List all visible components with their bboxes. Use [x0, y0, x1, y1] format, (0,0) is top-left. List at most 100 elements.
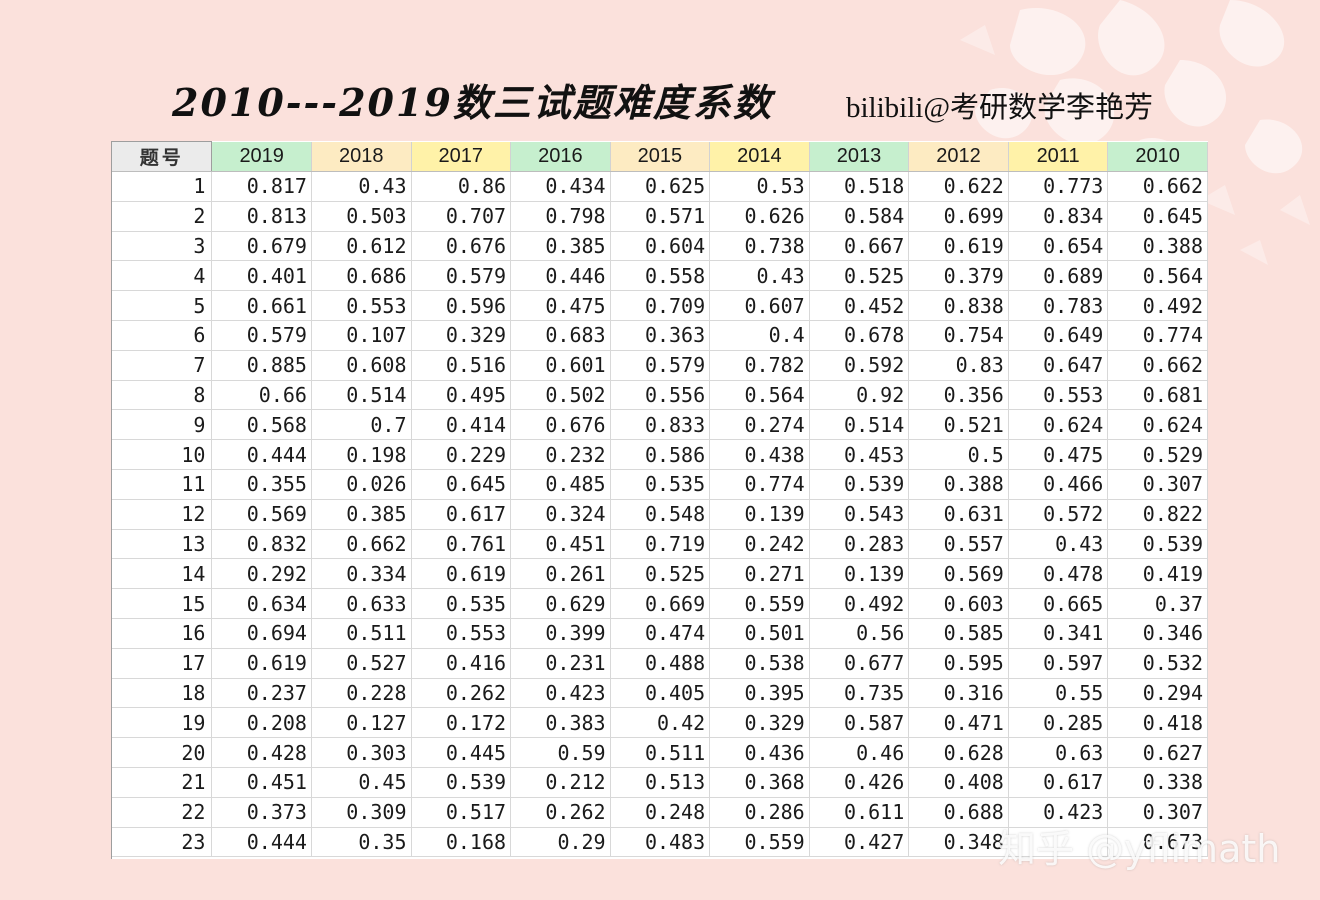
- difficulty-cell: 0.446: [510, 260, 611, 292]
- difficulty-cell: 0.686: [311, 260, 412, 292]
- difficulty-cell: 0.559: [709, 588, 810, 619]
- difficulty-cell: 0.885: [211, 350, 312, 381]
- year-header-2013: 2013: [809, 141, 910, 172]
- difficulty-cell: 0.625: [610, 171, 711, 202]
- difficulty-cell: 0.538: [709, 648, 810, 679]
- table-row: 2 0.813 0.503 0.707 0.798 0.571 0.626 0.584 0.69…: [112, 201, 1208, 232]
- difficulty-cell: 0.662: [311, 529, 412, 560]
- difficulty-cell: 0.43: [709, 260, 810, 292]
- difficulty-cell: 0.603: [908, 588, 1009, 619]
- table-row: 14 0.292 0.334 0.619 0.261 0.525 0.271 0.139 0.5…: [112, 558, 1208, 590]
- question-number: 22: [112, 797, 213, 828]
- difficulty-cell: 0.385: [510, 231, 611, 262]
- header-row: 题号 2019 2018 2017 2016 2015 2014 2013 2012 2011 2…: [112, 141, 1208, 172]
- difficulty-cell: 0.55: [1008, 678, 1109, 709]
- difficulty-cell: 0.822: [1107, 499, 1208, 530]
- difficulty-cell: 0.242: [709, 529, 810, 560]
- table-row: 16 0.694 0.511 0.553 0.399 0.474 0.501 0.56 0.58…: [112, 618, 1208, 649]
- difficulty-cell: 0.86: [411, 171, 512, 202]
- difficulty-cell: 0.208: [211, 707, 312, 739]
- question-number: 2: [112, 201, 213, 232]
- difficulty-cell: 0.92: [809, 380, 910, 411]
- difficulty-cell: 0.553: [1008, 380, 1109, 411]
- difficulty-cell: 0.414: [411, 409, 512, 441]
- difficulty-cell: 0.619: [211, 648, 312, 679]
- difficulty-cell: 0.517: [411, 797, 512, 828]
- difficulty-cell: 0.676: [411, 231, 512, 262]
- difficulty-cell: 0.466: [1008, 469, 1109, 500]
- difficulty-cell: 0.774: [709, 469, 810, 500]
- question-number: 1: [112, 171, 213, 202]
- difficulty-cell: 0.373: [211, 797, 312, 828]
- difficulty-cell: 0.662: [1107, 350, 1208, 381]
- question-number: 20: [112, 737, 213, 768]
- table-row: 22 0.373 0.309 0.517 0.262 0.248 0.286 0.611 0.6…: [112, 797, 1208, 828]
- difficulty-cell: 0.681: [1107, 380, 1208, 411]
- difficulty-cell: 0.738: [709, 231, 810, 262]
- difficulty-cell: 0.307: [1107, 469, 1208, 500]
- difficulty-cell: 0.595: [908, 648, 1009, 679]
- difficulty-cell: 0.262: [411, 678, 512, 709]
- difficulty-cell: 0.838: [908, 290, 1009, 321]
- difficulty-cell: 0.474: [610, 618, 711, 649]
- difficulty-cell: 0.379: [908, 260, 1009, 292]
- difficulty-cell: 0.59: [510, 737, 611, 768]
- difficulty-cell: 0.596: [411, 290, 512, 321]
- difficulty-cell: 0.438: [709, 439, 810, 470]
- difficulty-cell: 0.774: [1107, 320, 1208, 351]
- difficulty-cell: 0.444: [211, 439, 312, 470]
- table-body: 1 0.817 0.43 0.86 0.434 0.625 0.53 0.518 0.622 0.…: [112, 171, 1208, 858]
- difficulty-cell: 0.56: [809, 618, 910, 649]
- difficulty-cell: 0.665: [1008, 588, 1109, 619]
- difficulty-cell: 0.338: [1107, 767, 1208, 798]
- difficulty-cell: 0.629: [510, 588, 611, 619]
- difficulty-cell: 0.539: [809, 469, 910, 500]
- question-number: 8: [112, 380, 213, 411]
- difficulty-cell: 0.634: [211, 588, 312, 619]
- difficulty-cell: 0.495: [411, 380, 512, 411]
- difficulty-cell: 0.139: [709, 499, 810, 530]
- question-number: 14: [112, 558, 213, 590]
- difficulty-cell: 0.601: [510, 350, 611, 381]
- difficulty-cell: 0.127: [311, 707, 412, 739]
- difficulty-cell: 0.324: [510, 499, 611, 530]
- difficulty-cell: 0.586: [610, 439, 711, 470]
- difficulty-cell: 0.283: [809, 529, 910, 560]
- table-row: 4 0.401 0.686 0.579 0.446 0.558 0.43 0.525 0.379…: [112, 260, 1208, 292]
- difficulty-cell: 0.689: [1008, 260, 1109, 292]
- table-row: 12 0.569 0.385 0.617 0.324 0.548 0.139 0.543 0.6…: [112, 499, 1208, 530]
- difficulty-cell: 0.341: [1008, 618, 1109, 649]
- difficulty-cell: 0.707: [411, 201, 512, 232]
- difficulty-cell: 0.401: [211, 260, 312, 292]
- difficulty-cell: 0.292: [211, 558, 312, 590]
- difficulty-cell: 0.445: [411, 737, 512, 768]
- table-row: 18 0.237 0.228 0.262 0.423 0.405 0.395 0.735 0.3…: [112, 678, 1208, 709]
- difficulty-cell: 0.66: [211, 380, 312, 411]
- question-number: 6: [112, 320, 213, 351]
- difficulty-cell: 0.535: [610, 469, 711, 500]
- difficulty-cell: 0.521: [908, 409, 1009, 441]
- table-row: 13 0.832 0.662 0.761 0.451 0.719 0.242 0.283 0.5…: [112, 529, 1208, 560]
- difficulty-cell: 0.585: [908, 618, 1009, 649]
- difficulty-cell: 0.43: [311, 171, 412, 202]
- difficulty-cell: 0.611: [809, 797, 910, 828]
- difficulty-cell: 0.478: [1008, 558, 1109, 590]
- difficulty-cell: 0.612: [311, 231, 412, 262]
- difficulty-cell: 0.418: [1107, 707, 1208, 739]
- difficulty-cell: 0.553: [311, 290, 412, 321]
- difficulty-cell: 0.316: [908, 678, 1009, 709]
- difficulty-cell: 0.699: [908, 201, 1009, 232]
- difficulty-cell: 0.261: [510, 558, 611, 590]
- difficulty-cell: 0.678: [809, 320, 910, 351]
- difficulty-cell: 0.37: [1107, 588, 1208, 619]
- difficulty-cell: 0.518: [809, 171, 910, 202]
- difficulty-cell: 0.363: [610, 320, 711, 351]
- difficulty-cell: 0.817: [211, 171, 312, 202]
- difficulty-cell: 0.309: [311, 797, 412, 828]
- difficulty-cell: 0.307: [1107, 797, 1208, 828]
- difficulty-cell: 0.761: [411, 529, 512, 560]
- difficulty-cell: 0.229: [411, 439, 512, 470]
- difficulty-cell: 0.348: [908, 827, 1009, 858]
- difficulty-cell: 0.29: [510, 827, 611, 858]
- difficulty-cell: 0.569: [211, 499, 312, 530]
